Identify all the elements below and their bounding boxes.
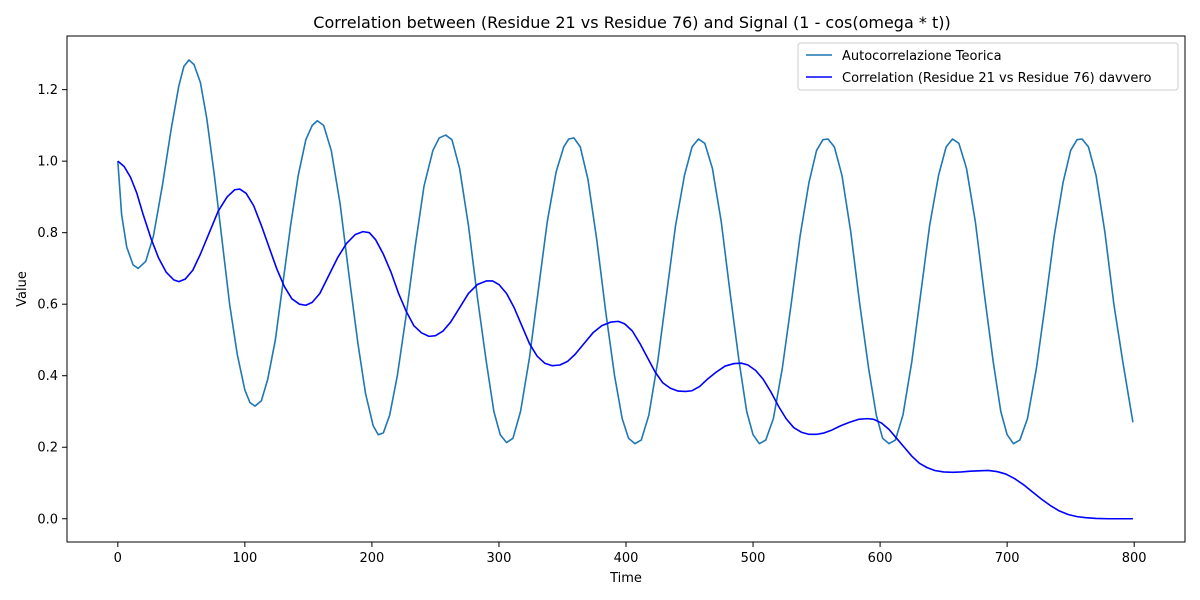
y-tick-label: 0.4 <box>37 369 58 384</box>
series-line-correlation <box>117 160 1133 520</box>
y-tick-label: 0.2 <box>37 441 58 456</box>
axes-frame <box>66 35 1186 543</box>
legend-box <box>797 42 1179 91</box>
y-axis-label: Value <box>15 271 30 307</box>
legend-label-autocorrelazione: Autocorrelazione Teorica <box>842 49 1002 64</box>
legend-label-correlation: Correlation (Residue 21 vs Residue 76) d… <box>842 71 1151 86</box>
y-axis: 0.0 0.2 0.4 0.6 0.8 1.0 1.2 <box>37 83 67 527</box>
y-tick-label: 1.2 <box>37 83 58 98</box>
y-tick-label: 1.0 <box>37 155 58 170</box>
x-tick-label: 200 <box>359 551 384 566</box>
plot-area <box>117 59 1134 520</box>
x-tick-label: 400 <box>614 551 639 566</box>
x-tick-label: 0 <box>114 551 122 566</box>
x-tick-label: 700 <box>995 551 1020 566</box>
x-tick-label: 800 <box>1122 551 1147 566</box>
y-tick-label: 0.8 <box>37 226 58 241</box>
y-tick-label: 0.0 <box>37 512 58 527</box>
x-tick-label: 600 <box>868 551 893 566</box>
x-tick-label: 500 <box>741 551 766 566</box>
chart-title: Correlation between (Residue 21 vs Resid… <box>313 13 950 32</box>
legend: Autocorrelazione Teorica Correlation (Re… <box>797 42 1179 91</box>
x-tick-label: 100 <box>232 551 257 566</box>
x-axis-label: Time <box>609 571 642 586</box>
x-tick-label: 300 <box>487 551 512 566</box>
series-line-autocorrelazione <box>117 59 1134 445</box>
y-tick-label: 0.6 <box>37 298 58 313</box>
x-axis: 0 100 200 300 400 500 600 700 800 <box>114 542 1147 566</box>
